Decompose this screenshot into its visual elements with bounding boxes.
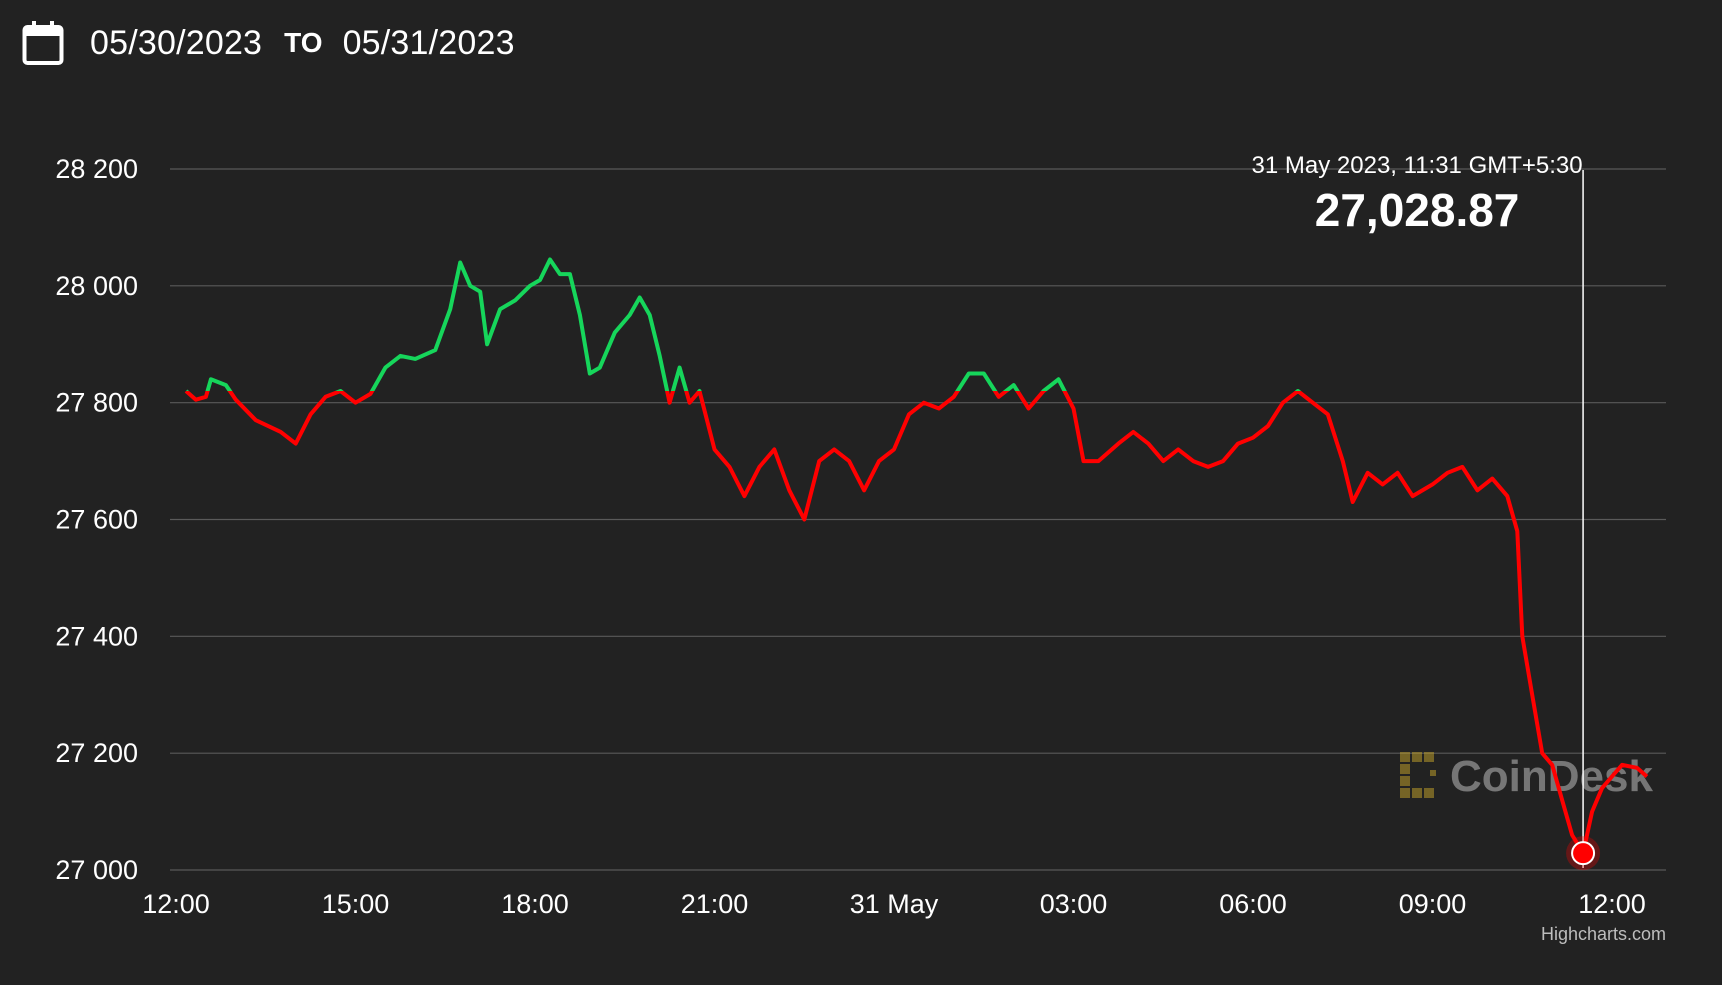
x-tick-label: 18:00: [501, 889, 569, 919]
coindesk-logo-icon: [1400, 752, 1436, 798]
coindesk-watermark: CoinDesk: [1400, 752, 1653, 801]
x-tick-label: 12:00: [142, 889, 210, 919]
watermark-text: CoinDesk: [1450, 752, 1653, 801]
y-axis: 27 000 27 200 27 400 27 600 27 800 28 000 28 2…: [55, 154, 138, 885]
x-tick-label: 06:00: [1219, 889, 1287, 919]
y-tick-label: 28 200: [55, 154, 138, 184]
x-tick-label: 31 May: [850, 889, 939, 919]
highcharts-credits[interactable]: Highcharts.com: [1541, 924, 1666, 944]
y-tick-label: 27 000: [55, 855, 138, 885]
y-tick-label: 27 400: [55, 621, 138, 651]
x-tick-label: 21:00: [681, 889, 749, 919]
price-line-up: [186, 257, 1302, 391]
start-date[interactable]: 05/30/2023: [90, 23, 263, 62]
x-axis: 12:00 15:00 18:00 21:00 31 May 03:00 06:00 09:0…: [142, 889, 1646, 919]
y-tick-label: 28 000: [55, 271, 138, 301]
tooltip-date: 31 May 2023, 11:31 GMT+5:30: [1252, 152, 1583, 179]
x-tick-label: 15:00: [322, 889, 390, 919]
tooltip-value: 27,028.87: [1315, 184, 1520, 236]
hover-marker[interactable]: [1571, 841, 1596, 866]
x-tick-label: 09:00: [1399, 889, 1467, 919]
x-tick-label: 12:00: [1578, 889, 1646, 919]
y-tick-label: 27 200: [55, 738, 138, 768]
y-tick-label: 27 800: [55, 388, 138, 418]
end-date[interactable]: 05/31/2023: [342, 23, 515, 62]
price-line-down: [184, 390, 1649, 856]
price-line: [184, 257, 1649, 856]
grid-lines: [170, 168, 1666, 871]
date-separator: TO: [284, 27, 323, 58]
x-tick-label: 03:00: [1040, 889, 1108, 919]
calendar-icon[interactable]: [22, 20, 64, 66]
date-range-bar: 05/30/2023 TO 05/31/2023: [22, 18, 515, 68]
y-tick-label: 27 600: [55, 505, 138, 535]
